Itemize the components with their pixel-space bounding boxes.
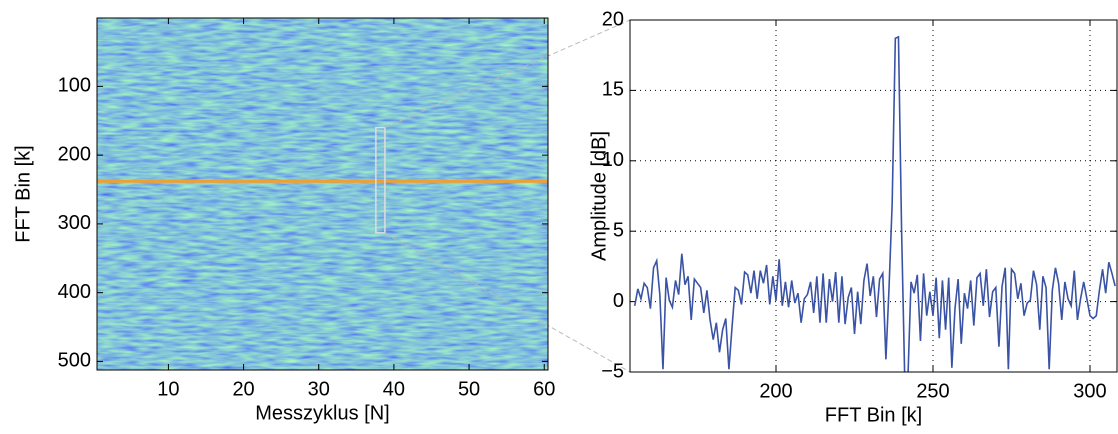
y-tick-label: 20 (602, 8, 624, 30)
x-tick-label: 60 (533, 378, 555, 400)
y-tick-label: 15 (602, 79, 624, 101)
y-tick-label: 400 (58, 281, 91, 303)
x-tick-label: 40 (383, 378, 405, 400)
x-tick-label: 30 (308, 378, 330, 400)
y-axis-label: FFT Bin [k] (12, 145, 34, 242)
data-line (633, 35, 1116, 372)
highlight-row (97, 179, 548, 183)
y-tick-label: 300 (58, 212, 91, 234)
y-tick-label: 200 (58, 143, 91, 165)
x-tick-label: 20 (232, 378, 254, 400)
y-tick-label: 5 (613, 219, 624, 241)
x-tick-label: 300 (1073, 380, 1106, 402)
x-tick-label: 10 (157, 378, 179, 400)
x-tick-label: 250 (916, 380, 949, 402)
axes-frame (629, 19, 1118, 373)
heatmap-field (97, 18, 548, 370)
zoom-box (375, 126, 386, 234)
zoom-connector (384, 19, 631, 129)
y-tick-label: 0 (613, 290, 624, 312)
y-tick-label: 100 (58, 75, 91, 97)
y-tick-label: −5 (601, 360, 624, 382)
x-axis-label: Messzyklus [N] (255, 402, 389, 424)
y-tick-label: 10 (602, 149, 624, 171)
y-axis-label: Amplitude [dB] (588, 131, 610, 261)
x-tick-label: 200 (759, 380, 792, 402)
y-tick-label: 500 (58, 350, 91, 372)
x-axis-label: FFT Bin [k] (825, 404, 922, 426)
x-tick-label: 50 (458, 378, 480, 400)
zoom-connector (384, 232, 631, 373)
axes-frame (96, 17, 549, 371)
